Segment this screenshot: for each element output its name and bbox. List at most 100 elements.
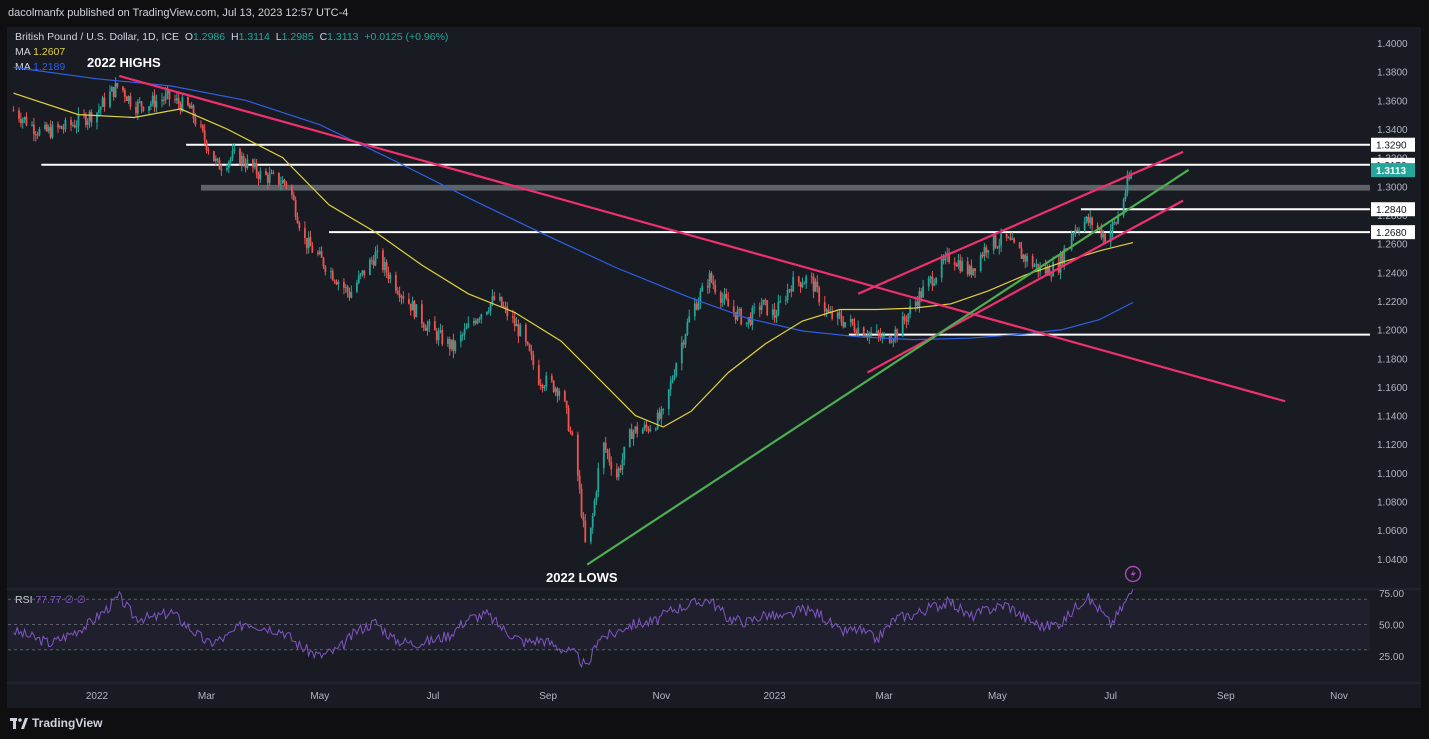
high-value: 1.3114: [238, 31, 270, 43]
candle-body: [528, 344, 531, 351]
candle-body: [346, 286, 349, 293]
candle-body: [578, 475, 581, 489]
candle-body: [320, 251, 323, 258]
price-tick-label: 1.1000: [1377, 469, 1408, 480]
ma-fast-legend[interactable]: MA 1.2607: [15, 46, 65, 58]
current-price-box: [1371, 163, 1415, 178]
candle-body: [452, 339, 455, 352]
candle-body: [823, 302, 826, 312]
price-tick-label: 1.3400: [1377, 125, 1408, 136]
price-tick-label: 1.3800: [1377, 68, 1408, 79]
candle-body: [255, 162, 258, 175]
candle-body: [1104, 233, 1106, 243]
candle-body: [790, 289, 793, 292]
candle-body: [285, 182, 288, 186]
candle-body: [1063, 248, 1066, 264]
candle-body: [545, 375, 548, 388]
candle-body: [279, 183, 282, 185]
candle-body: [1000, 233, 1003, 246]
candle-body: [465, 327, 468, 330]
candle-body: [135, 106, 137, 114]
candle-body: [99, 107, 102, 110]
ma-fast-line: [13, 92, 1134, 428]
change-value: +0.0125 (+0.96%): [364, 31, 449, 43]
candle-body: [203, 130, 206, 141]
candle-body: [103, 97, 106, 107]
candle-body: [239, 148, 241, 165]
candle-body: [799, 281, 802, 288]
candle-body: [842, 322, 845, 327]
candle-body: [433, 321, 436, 331]
candle-body: [758, 306, 761, 311]
level-label: 1.2680: [1376, 228, 1407, 239]
candle-body: [935, 277, 938, 284]
candle-body: [1126, 177, 1129, 193]
candle-body: [214, 158, 217, 162]
candle-body: [487, 311, 490, 313]
candle-body: [506, 306, 509, 317]
candle-body: [998, 245, 1001, 248]
candle-body: [539, 384, 542, 386]
candle-body: [12, 110, 15, 112]
candle-body: [927, 278, 930, 287]
price-tick-label: 1.2800: [1377, 211, 1408, 222]
candle-body: [786, 289, 789, 300]
candle-body: [532, 354, 535, 366]
annotation-2022-highs: 2022 HIGHS: [87, 55, 161, 70]
candle-body: [97, 109, 100, 113]
candle-body: [591, 515, 594, 528]
candle-body: [463, 329, 466, 335]
tradingview-brand[interactable]: TradingView: [10, 716, 102, 730]
candle-body: [719, 292, 722, 303]
candle-body: [70, 119, 72, 126]
candle-body: [792, 276, 795, 292]
candle-body: [1018, 242, 1021, 249]
price-tick-label: 1.4000: [1377, 39, 1408, 50]
candle-body: [188, 105, 191, 109]
candle-body: [866, 336, 869, 338]
candle-body: [207, 149, 210, 152]
ma-slow-legend[interactable]: MA 1.2189: [15, 61, 65, 73]
candle-body: [901, 316, 904, 337]
candle-body: [73, 124, 76, 128]
candle-body: [472, 320, 475, 324]
trendline-channel-lower: [866, 199, 1184, 374]
candle-body: [762, 299, 765, 305]
time-tick-label: Sep: [1217, 691, 1235, 702]
candle-body: [727, 298, 730, 307]
candle-body: [153, 95, 156, 108]
candle-body: [868, 332, 871, 338]
candle-body: [1046, 267, 1049, 274]
chart-panel[interactable]: [7, 27, 1421, 708]
candle-body: [123, 90, 126, 97]
close-label: C: [319, 31, 328, 43]
ma-slow-value: 1.2189: [33, 61, 66, 73]
candle-body: [218, 159, 221, 170]
candle-body: [304, 228, 306, 239]
candle-body: [450, 339, 453, 350]
price-tick-label: 1.1800: [1377, 354, 1408, 365]
candle-body: [1013, 238, 1016, 243]
candle-body: [1102, 233, 1105, 238]
candle-body: [827, 309, 830, 313]
rsi-legend[interactable]: RSI 77.77 ∅ ∅: [15, 594, 86, 606]
candle-body: [565, 401, 568, 409]
candle-body: [985, 247, 988, 253]
candle-body: [407, 298, 410, 304]
candle-body: [278, 172, 280, 185]
candle-body: [647, 427, 650, 432]
candle-body: [628, 429, 631, 447]
candle-body: [632, 431, 635, 439]
candle-body: [771, 309, 774, 315]
candle-body: [836, 312, 839, 319]
candle-body: [109, 91, 111, 107]
tradingview-logo-icon: [10, 717, 28, 729]
candle-body: [343, 281, 345, 288]
candle-body: [888, 335, 891, 343]
candle-body: [777, 301, 780, 316]
candle-body: [201, 125, 204, 131]
candle-body: [1007, 237, 1010, 239]
price-tick-label: 1.1600: [1377, 383, 1408, 394]
candle-body: [511, 316, 514, 318]
candle-body: [593, 500, 596, 516]
